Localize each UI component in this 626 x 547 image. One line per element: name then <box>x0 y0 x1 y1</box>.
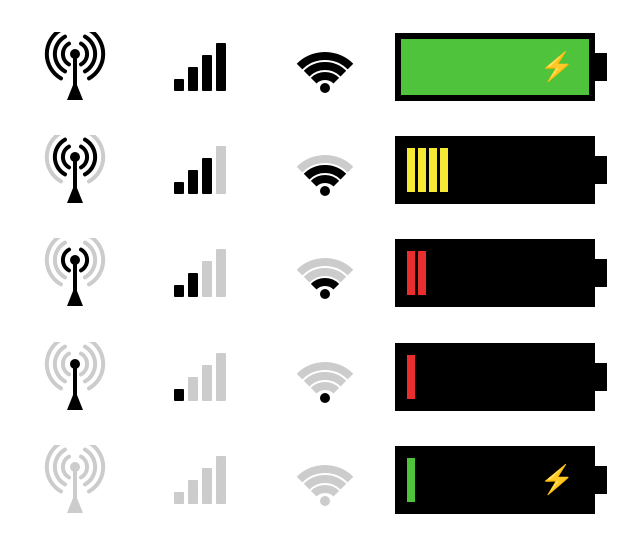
wifi-icon <box>289 348 361 406</box>
antenna-icon <box>40 32 110 102</box>
antenna-icon <box>40 342 110 412</box>
wifi-icon <box>289 38 361 96</box>
antenna-icon <box>40 135 110 205</box>
signal-bars-icon <box>168 353 232 401</box>
signal-bars-icon <box>168 146 232 194</box>
battery-status <box>390 136 611 204</box>
signal-bars-icon <box>168 249 232 297</box>
battery-icon <box>395 239 607 307</box>
antenna-icon <box>40 238 110 308</box>
wifi-icon <box>289 244 361 302</box>
lightning-icon: ⚡ <box>540 463 575 496</box>
signal-bars-icon <box>168 456 232 504</box>
battery-status: ⚡ <box>390 33 611 101</box>
lightning-icon: ⚡ <box>540 50 575 83</box>
battery-status <box>390 239 611 307</box>
battery-icon: ⚡ <box>395 33 607 101</box>
wifi-icon <box>289 451 361 509</box>
battery-status <box>390 343 611 411</box>
battery-icon <box>395 136 607 204</box>
signal-bars-icon <box>168 43 232 91</box>
antenna-icon <box>40 445 110 515</box>
battery-status: ⚡ <box>390 446 611 514</box>
wifi-icon <box>289 141 361 199</box>
battery-icon: ⚡ <box>395 446 607 514</box>
battery-icon <box>395 343 607 411</box>
